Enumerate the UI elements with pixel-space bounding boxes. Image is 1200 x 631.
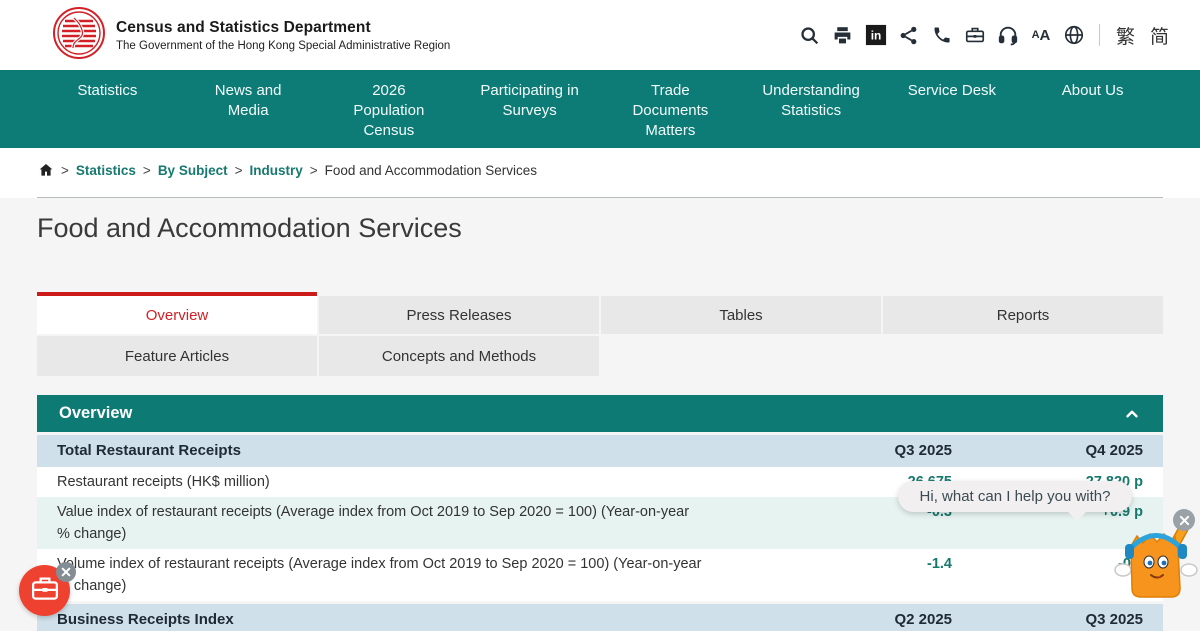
department-logo: [52, 6, 106, 65]
table-group-header: Business Receipts Index Q2 2025 Q3 2025: [37, 604, 1163, 631]
breadcrumb: > Statistics > By Subject > Industry > F…: [38, 162, 537, 178]
breadcrumb-separator: >: [309, 162, 318, 178]
overview-panel: Overview Total Restaurant Receipts Q3 20…: [37, 395, 1163, 631]
lang-simplified-button[interactable]: 简: [1149, 26, 1169, 48]
search-icon[interactable]: [798, 23, 822, 47]
phone-icon[interactable]: [930, 23, 954, 47]
briefcase-icon: [30, 574, 60, 607]
page-title: Food and Accommodation Services: [37, 213, 462, 243]
share-icon[interactable]: [897, 23, 921, 47]
column-header-q3-2025: Q3 2025: [894, 442, 952, 459]
row-value-1: -1.4: [927, 556, 952, 572]
lang-traditional-button[interactable]: 繁: [1115, 26, 1135, 48]
breadcrumb-industry[interactable]: Industry: [249, 162, 303, 178]
divider: [37, 197, 1163, 198]
breadcrumb-separator: >: [142, 162, 151, 178]
globe-icon[interactable]: [1062, 23, 1086, 47]
tab-overview[interactable]: Overview: [37, 292, 317, 334]
tab-spacer: [601, 336, 881, 376]
svg-text:in: in: [871, 29, 882, 43]
site-subtitle: The Government of the Hong Kong Special …: [116, 39, 451, 52]
overview-panel-title: Overview: [59, 404, 133, 422]
divider: [1098, 24, 1100, 46]
site-header: Census and Statistics Department The Gov…: [0, 0, 1200, 70]
briefcase-icon[interactable]: [963, 23, 987, 47]
tab-press-releases[interactable]: Press Releases: [319, 296, 599, 334]
tab-spacer: [883, 336, 1163, 376]
breadcrumb-separator: >: [61, 162, 69, 178]
section-tabs: Overview Press Releases Tables Reports F…: [37, 292, 1163, 376]
chevron-up-icon[interactable]: [1123, 405, 1141, 423]
tab-feature-articles[interactable]: Feature Articles: [37, 336, 317, 376]
nav-about-us[interactable]: About Us: [1061, 82, 1124, 99]
nav-service-desk[interactable]: Service Desk: [907, 82, 997, 99]
group-title: Business Receipts Index: [57, 611, 234, 628]
tab-concepts-and-methods[interactable]: Concepts and Methods: [319, 336, 599, 376]
tab-tables[interactable]: Tables: [601, 296, 881, 334]
tab-reports[interactable]: Reports: [883, 296, 1163, 334]
row-label: Restaurant receipts (HK$ million): [57, 474, 270, 490]
chatbot-greeting-bubble[interactable]: Hi, what can I help you with?: [898, 481, 1132, 512]
breadcrumb-by-subject[interactable]: By Subject: [157, 162, 228, 178]
overview-panel-header[interactable]: Overview: [37, 395, 1163, 432]
chatbot-close-button[interactable]: [1173, 509, 1195, 531]
nav-statistics[interactable]: Statistics: [77, 82, 138, 99]
headset-icon[interactable]: [996, 23, 1020, 47]
column-header-q4-2025: Q4 2025: [1085, 442, 1143, 459]
nav-participating-in-surveys[interactable]: Participating in Surveys: [480, 82, 579, 119]
site-title: Census and Statistics Department: [116, 18, 371, 36]
row-label: Volume index of restaurant receipts (Ave…: [57, 556, 702, 594]
contact-close-badge[interactable]: [56, 562, 76, 582]
tab-row-2: Feature Articles Concepts and Methods: [37, 336, 1163, 376]
column-header-q2-2025: Q2 2025: [894, 611, 952, 628]
brand[interactable]: Census and Statistics Department The Gov…: [52, 6, 450, 65]
breadcrumb-current: Food and Accommodation Services: [324, 162, 538, 178]
nav-understanding-statistics[interactable]: Understanding Statistics: [762, 82, 860, 119]
table-group-header: Total Restaurant Receipts Q3 2025 Q4 202…: [37, 435, 1163, 467]
nav-trade-documents-matters[interactable]: Trade Documents Matters: [632, 82, 709, 139]
row-label: Value index of restaurant receipts (Aver…: [57, 504, 690, 542]
nav-news-and-media[interactable]: News and Media: [214, 82, 282, 119]
breadcrumb-bar: > Statistics > By Subject > Industry > F…: [0, 148, 1200, 198]
breadcrumb-separator: >: [234, 162, 243, 178]
linkedin-icon[interactable]: in: [864, 23, 888, 47]
table-row: Volume index of restaurant receipts (Ave…: [37, 549, 1163, 601]
home-icon[interactable]: [38, 162, 54, 178]
print-icon[interactable]: [831, 23, 855, 47]
nav-2026-population-census[interactable]: 2026 Population Census: [353, 82, 425, 139]
tab-row-1: Overview Press Releases Tables Reports: [37, 292, 1163, 334]
column-header-q3-2025: Q3 2025: [1085, 611, 1143, 628]
breadcrumb-statistics[interactable]: Statistics: [75, 162, 136, 178]
group-title: Total Restaurant Receipts: [57, 442, 241, 459]
main-navigation: Statistics News and Media 2026 Populatio…: [0, 70, 1200, 148]
